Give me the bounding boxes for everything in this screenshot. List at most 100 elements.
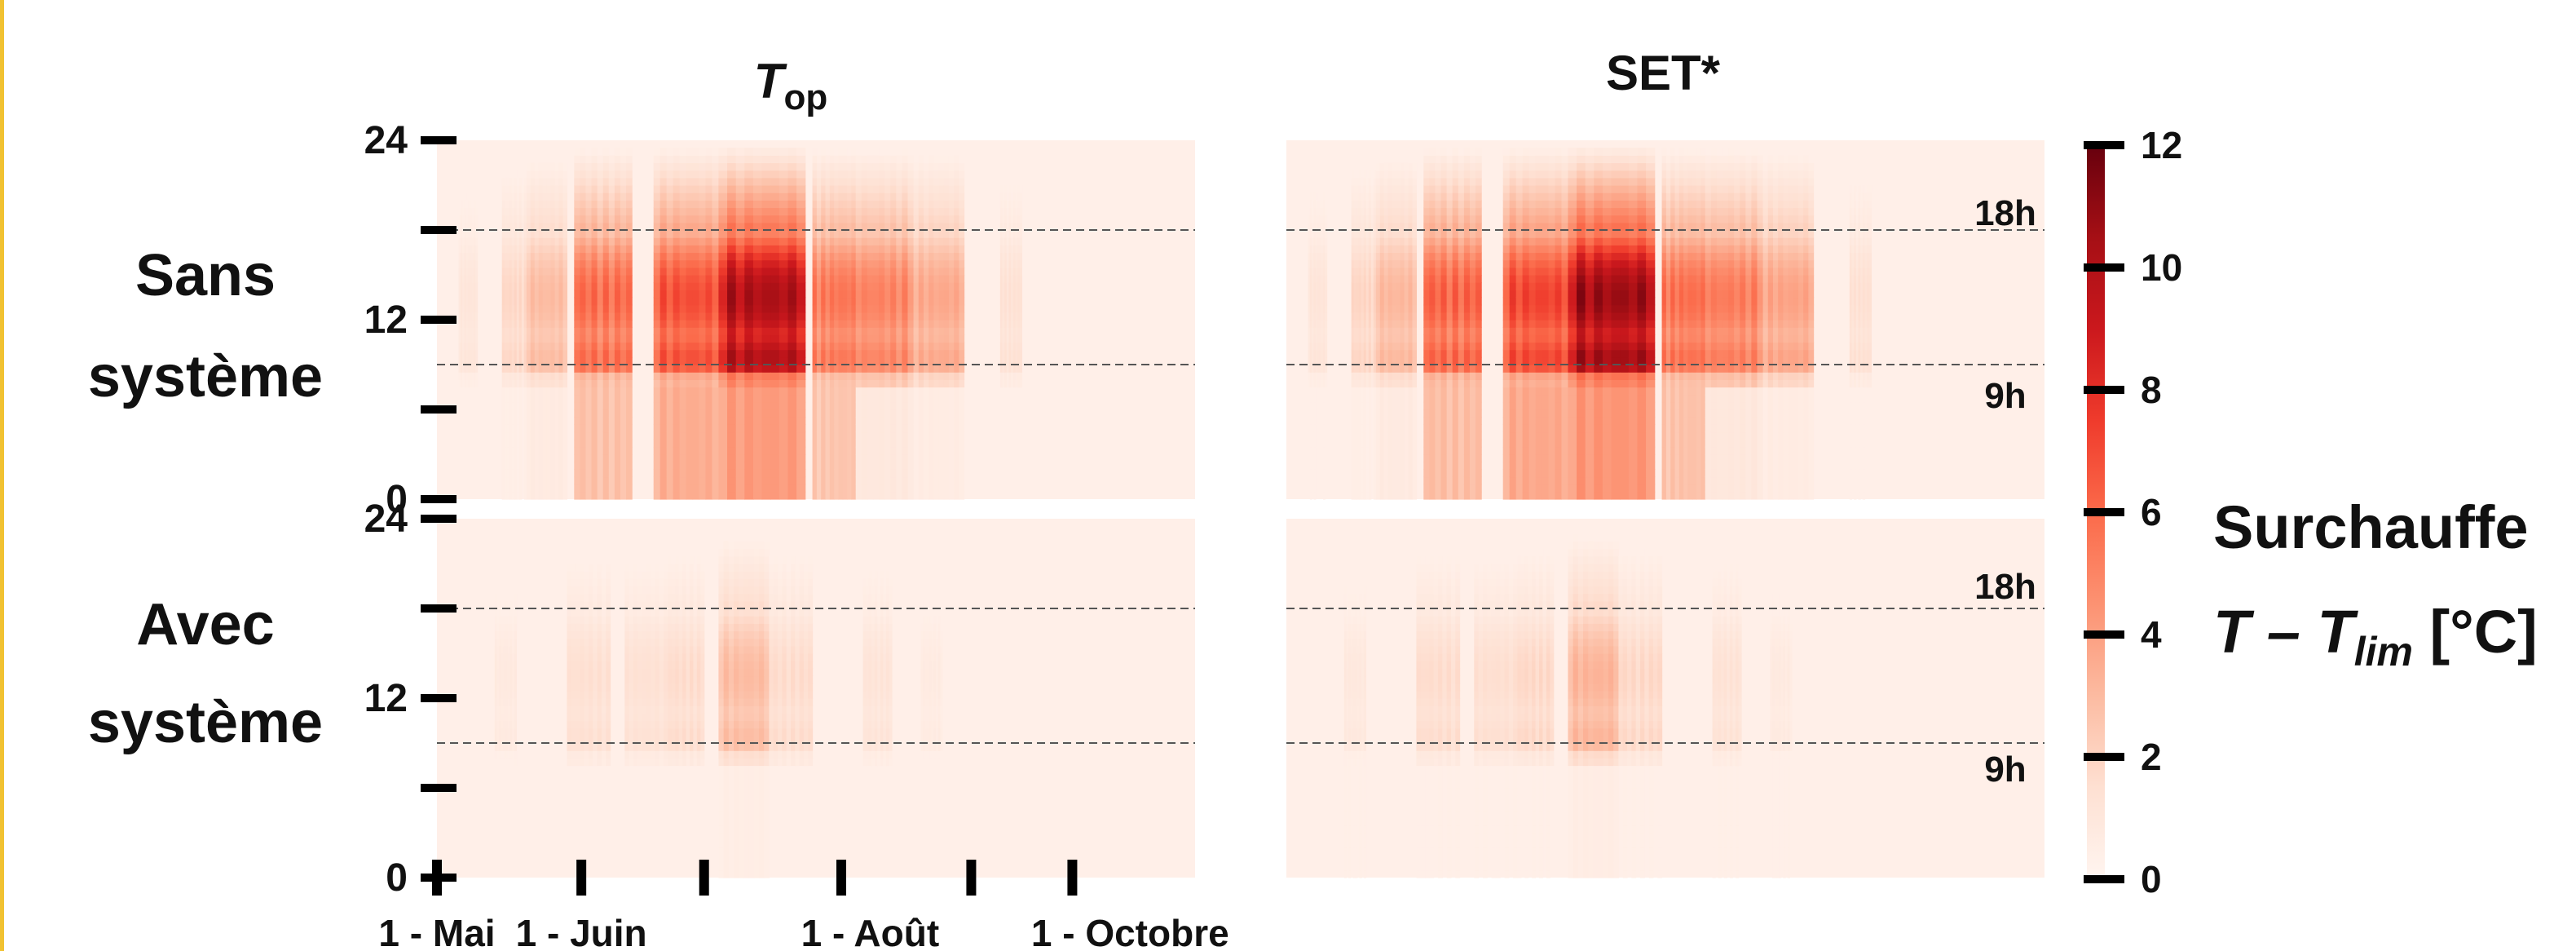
heat-cell xyxy=(620,327,627,335)
heat-cell xyxy=(902,267,909,276)
heat-cell xyxy=(855,334,862,343)
heat-cell xyxy=(1356,207,1360,216)
heat-cell xyxy=(511,491,515,500)
heat-cell xyxy=(744,148,754,156)
heat-cell xyxy=(509,342,513,351)
heat-cell xyxy=(597,342,604,351)
heat-cell xyxy=(1353,259,1357,268)
heat-cell xyxy=(542,320,548,328)
heat-cell xyxy=(1375,275,1381,283)
heat-cell xyxy=(653,275,661,283)
heat-cell xyxy=(1008,372,1012,380)
heat-cell xyxy=(943,484,950,493)
heat-cell xyxy=(458,259,461,268)
heat-cell xyxy=(526,252,532,261)
heat-cell xyxy=(1008,275,1012,283)
heat-cell xyxy=(902,365,909,373)
heat-cell xyxy=(591,185,598,193)
heat-cell xyxy=(1317,267,1320,276)
heat-cell xyxy=(779,349,789,358)
heat-cell xyxy=(526,491,532,500)
heat-cell xyxy=(727,185,737,193)
heat-cell xyxy=(902,200,909,209)
heat-cell xyxy=(534,275,540,283)
heat-cell xyxy=(1312,230,1315,238)
heat-cell xyxy=(471,327,474,335)
heat-cell xyxy=(735,446,745,455)
heat-cell xyxy=(580,297,587,306)
heat-cell xyxy=(787,401,797,410)
heat-cell xyxy=(504,439,508,448)
heat-cell xyxy=(1012,349,1017,358)
heat-cell xyxy=(546,252,552,261)
heat-cell xyxy=(504,185,508,193)
heat-cell xyxy=(620,297,627,306)
heat-cell xyxy=(465,267,469,276)
heat-cell xyxy=(954,372,959,380)
heat-cell xyxy=(923,230,929,238)
heat-cell xyxy=(902,356,909,365)
heat-cell xyxy=(1012,320,1017,328)
heat-cell xyxy=(585,446,593,455)
heat-cell xyxy=(602,387,610,396)
heat-cell xyxy=(1011,312,1014,321)
heat-cell xyxy=(1006,312,1010,321)
heat-cell xyxy=(1373,491,1377,500)
heat-cell xyxy=(1361,454,1365,462)
heat-cell xyxy=(538,484,544,493)
heat-cell xyxy=(1365,356,1370,365)
heat-cell xyxy=(890,394,897,403)
heat-cell xyxy=(653,387,661,396)
heat-cell xyxy=(597,230,604,238)
heat-cell xyxy=(460,349,463,358)
heat-cell xyxy=(523,454,527,462)
heat-cell xyxy=(787,259,797,268)
heat-cell xyxy=(718,290,728,299)
heat-cell xyxy=(923,476,929,485)
heat-cell xyxy=(585,162,593,171)
heat-cell xyxy=(523,230,527,238)
heat-cell xyxy=(1358,424,1362,433)
heat-cell xyxy=(516,462,520,470)
heat-cell xyxy=(884,491,891,500)
heat-cell xyxy=(468,290,470,299)
heat-cell xyxy=(929,297,934,306)
heat-cell xyxy=(580,424,587,433)
heat-cell xyxy=(591,387,598,396)
heat-cell xyxy=(506,192,510,201)
heat-cell xyxy=(602,282,610,290)
heat-cell xyxy=(614,200,621,209)
heat-cell xyxy=(554,431,560,440)
heat-cell xyxy=(718,207,728,216)
heat-cell xyxy=(718,304,728,313)
heat-cell xyxy=(943,267,950,276)
heat-cell xyxy=(879,177,885,186)
heat-cell xyxy=(468,200,470,209)
heat-cell xyxy=(907,252,915,261)
heat-cell xyxy=(465,207,469,216)
heat-cell xyxy=(692,462,700,470)
heat-cell xyxy=(542,387,548,396)
heat-cell xyxy=(526,476,532,485)
heat-cell xyxy=(825,259,831,268)
heat-cell xyxy=(890,469,897,478)
heat-cell xyxy=(718,462,728,470)
heat-cell xyxy=(653,304,661,313)
heat-cell xyxy=(943,334,950,343)
heat-cell xyxy=(847,424,852,433)
heat-cell xyxy=(896,334,902,343)
heat-cell xyxy=(929,185,934,193)
heat-cell xyxy=(712,304,720,313)
heat-cell xyxy=(1011,222,1014,231)
heat-cell xyxy=(514,237,518,245)
heat-cell xyxy=(1361,417,1365,425)
heat-cell xyxy=(465,349,469,358)
heat-cell xyxy=(458,334,461,343)
heat-cell xyxy=(1313,365,1317,373)
heat-cell xyxy=(872,484,880,493)
heat-cell xyxy=(1365,259,1370,268)
heat-cell xyxy=(514,394,518,403)
heat-cell xyxy=(1315,342,1318,351)
heat-cell xyxy=(692,446,700,455)
heat-cell xyxy=(554,222,560,231)
